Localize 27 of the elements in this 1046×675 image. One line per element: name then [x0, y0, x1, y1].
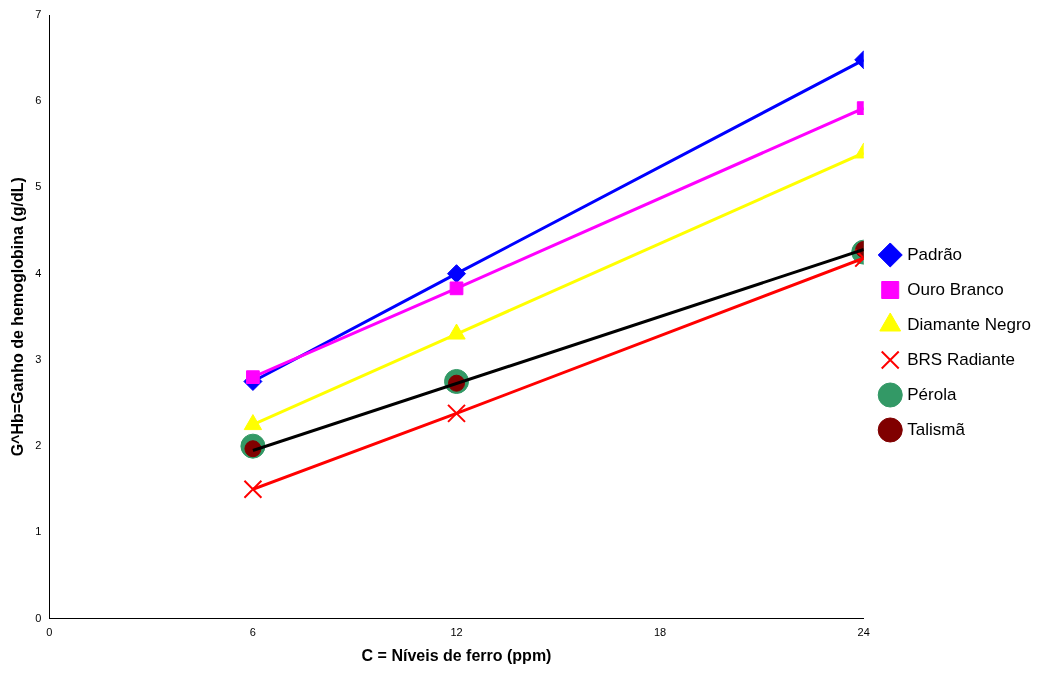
y-tick-label: 3 — [35, 352, 42, 365]
x-tick-label: 18 — [653, 626, 667, 639]
point — [447, 403, 466, 423]
legend-label: Talismã — [907, 419, 966, 439]
x-tick-label: 0 — [46, 626, 53, 639]
y-axis-title: G^Hb=Ganho de hemoglobina (g/dL) — [9, 177, 27, 457]
point — [449, 281, 464, 296]
y-tick-label: 6 — [35, 94, 42, 107]
legend-label: BRS Radiante — [907, 349, 1015, 369]
legend-label: Pérola — [907, 384, 957, 404]
y-tick-label: 4 — [35, 266, 42, 279]
y-tick-label: 7 — [35, 8, 42, 21]
y-tick-label: 1 — [35, 525, 42, 538]
x-axis-title: C = Níveis de ferro (ppm) — [361, 646, 552, 664]
point — [246, 370, 260, 385]
legend-label: Padrão — [907, 244, 963, 264]
point — [447, 264, 467, 284]
x-tick-label: 24 — [857, 626, 870, 639]
y-tick-label: 5 — [35, 180, 42, 193]
legend-label: Ouro Branco — [907, 279, 1004, 299]
x-tick-label: 6 — [249, 626, 256, 639]
y-tick-label: 2 — [35, 439, 42, 452]
y-tick-label: 0 — [35, 611, 42, 624]
point — [243, 414, 263, 431]
point — [243, 479, 263, 499]
legend-label: Diamante Negro — [907, 314, 1031, 334]
x-tick-label: 12 — [450, 626, 463, 639]
